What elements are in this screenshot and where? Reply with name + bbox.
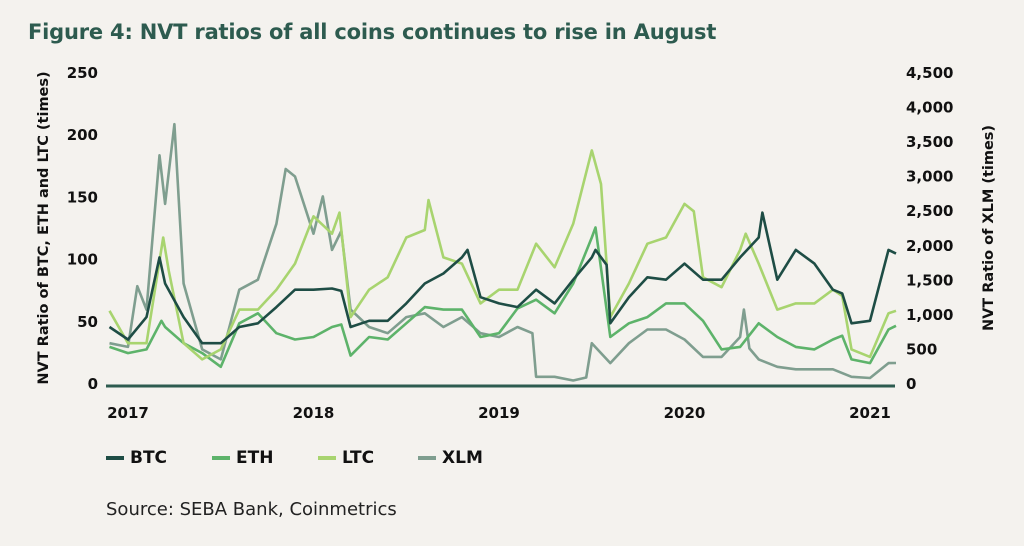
y-tick-right: 1,000 <box>906 306 953 324</box>
source-note: Source: SEBA Bank, Coinmetrics <box>106 499 397 520</box>
y-tick-left: 0 <box>88 375 98 393</box>
x-tick: 2019 <box>478 404 520 422</box>
legend-swatch-eth <box>212 456 230 460</box>
y-tick-right: 3,500 <box>906 133 953 151</box>
chart-title: Figure 4: NVT ratios of all coins contin… <box>28 20 717 44</box>
series-line-xlm <box>109 122 897 382</box>
x-tick: 2020 <box>664 404 706 422</box>
series-line-ltc <box>108 149 897 361</box>
series-line-btc <box>108 211 897 345</box>
y-tick-right: 3,000 <box>906 168 953 186</box>
legend-item-xlm: XLM <box>418 448 483 468</box>
x-tick: 2017 <box>107 404 149 422</box>
legend-item-eth: ETH <box>212 448 273 468</box>
y-axis-left-title: NVT Ratio of BTC, ETH and LTC (times) <box>36 71 52 384</box>
y-tick-right: 4,500 <box>906 64 953 82</box>
y-axis-right-title: NVT Ratio of XLM (times) <box>981 125 997 331</box>
legend-label-ltc: LTC <box>342 448 375 468</box>
legend-label-btc: BTC <box>130 448 168 468</box>
legend-swatch-btc <box>106 456 124 460</box>
y-tick-right: 2,500 <box>906 202 953 220</box>
y-tick-right: 2,000 <box>906 237 953 255</box>
y-tick-right: 500 <box>906 340 937 358</box>
y-tick-left: 150 <box>67 188 98 206</box>
legend-swatch-xlm <box>418 456 436 460</box>
x-tick: 2018 <box>293 404 335 422</box>
y-tick-left: 250 <box>67 64 98 82</box>
legend-label-xlm: XLM <box>442 448 483 468</box>
legend-swatch-ltc <box>318 456 336 460</box>
y-tick-left: 100 <box>67 251 98 269</box>
x-tick: 2021 <box>849 404 891 422</box>
legend-item-btc: BTC <box>106 448 167 468</box>
legend-item-ltc: LTC <box>318 448 374 468</box>
y-tick-right: 4,000 <box>906 99 953 117</box>
y-tick-right: 1,500 <box>906 271 953 289</box>
y-tick-left: 50 <box>77 313 98 331</box>
legend-label-eth: ETH <box>236 448 274 468</box>
y-tick-right: 0 <box>906 375 916 393</box>
series-line-eth <box>109 226 897 369</box>
y-tick-left: 200 <box>67 126 98 144</box>
